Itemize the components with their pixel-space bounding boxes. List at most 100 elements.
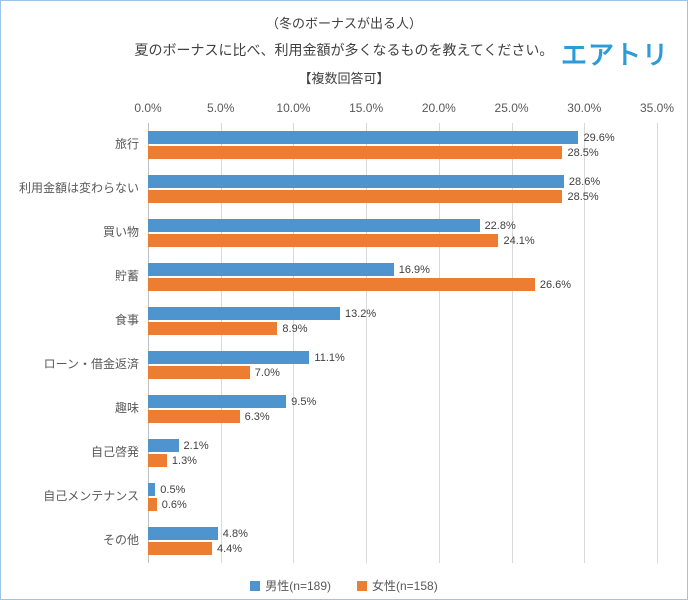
bar-line: 22.8% [148,218,657,233]
category-row: 自己メンテナンス 0.5% 0.6% [13,475,657,519]
bar-male [148,175,564,188]
gridline [657,123,658,563]
bar-group: 13.2% 8.9% [148,306,657,336]
category-label: 旅行 [114,137,139,152]
category-row: 利用金額は変わらない 28.6% 28.5% [13,167,657,211]
bar-value-label: 24.1% [503,234,535,247]
bar-female [148,366,250,379]
bar-male [148,263,394,276]
bar-rows: 旅行 29.6% 28.5% 利用金額は変わらない 28.6% 28.5% 買い物 22.8%… [13,123,657,563]
bar-line: 0.5% [148,482,657,497]
category-label: 自己メンテナンス [43,489,139,504]
bar-group: 11.1% 7.0% [148,350,657,380]
category-row: 旅行 29.6% 28.5% [13,123,657,167]
bar-female [148,410,240,423]
category-label: 買い物 [102,225,139,240]
bar-line: 11.1% [148,350,657,365]
plot-area: 旅行 29.6% 28.5% 利用金額は変わらない 28.6% 28.5% 買い物 22.8%… [13,123,658,563]
bar-male [148,219,480,232]
bar-male [148,439,179,452]
category-label: ローン・借金返済 [43,357,139,372]
category-label: 貯蓄 [114,269,139,284]
gridline [220,123,222,563]
bar-line: 2.1% [148,438,657,453]
bar-female [148,234,499,247]
x-tick-label: 15.0% [349,101,384,115]
x-tick-label: 35.0% [639,101,675,115]
bar-group: 16.9% 26.6% [148,262,657,292]
category-label: 自己啓発 [90,445,139,460]
bar-value-label: 28.5% [567,190,599,203]
legend: 男性(n=189) 女性(n=158) [1,577,687,594]
bar-group: 28.6% 28.5% [148,174,657,204]
bar-line: 13.2% [148,306,657,321]
bar-male [148,307,340,320]
bar-line: 6.3% [148,409,657,424]
bar-group: 22.8% 24.1% [148,218,657,248]
category-row: 自己啓発 2.1% 1.3% [13,431,657,475]
bar-value-label: 28.5% [567,146,599,159]
bar-line: 0.6% [148,497,657,512]
bar-line: 16.9% [148,262,657,277]
chart-title-line1: （冬のボーナスが出る人） [265,16,422,31]
bar-value-label: 1.3% [171,454,197,467]
chart-title-line3: 【複数回答可】 [298,71,390,86]
bar-value-label: 26.6% [539,278,572,291]
category-label: 食事 [114,313,139,328]
category-row: ローン・借金返済 11.1% 7.0% [13,343,657,387]
x-axis: 0.0% 5.0% 10.0% 15.0% 20.0% 25.0% 30.0% 35.0% [13,101,674,123]
bar-value-label: 2.1% [183,439,209,452]
category-row: 貯蓄 16.9% 26.6% [13,255,657,299]
gridlines-layer [148,123,658,563]
bar-chart: 0.0% 5.0% 10.0% 15.0% 20.0% 25.0% 30.0% 35.0% 旅… [13,101,674,563]
x-tick-label: 25.0% [494,101,529,115]
bar-line: 9.5% [148,394,657,409]
bar-male [148,395,287,408]
legend-swatch [357,580,367,591]
gridline [148,123,149,563]
x-tick-label: 0.0% [134,101,162,115]
bar-female [148,146,563,159]
bar-line: 8.9% [148,321,657,336]
bar-male [148,483,156,496]
bar-value-label: 7.0% [254,366,280,379]
airtrip-logo: エアトリ [560,40,669,70]
bar-male [148,351,310,364]
bar-line: 29.6% [148,130,657,145]
legend-item: 男性(n=189) [250,577,331,594]
bar-line: 4.8% [148,526,657,541]
category-row: その他 4.8% 4.4% [13,519,657,563]
gridline [293,123,295,563]
bar-female [148,278,535,291]
x-tick-label: 5.0% [207,101,235,115]
chart-header: （冬のボーナスが出る人） 夏のボーナスに比べ、利用金額が多くなるものを教えてくだ… [1,1,687,87]
bar-group: 2.1% 1.3% [148,438,657,468]
bar-line: 24.1% [148,233,657,248]
legend-label: 女性(n=158) [372,579,438,593]
x-tick-label: 20.0% [421,101,456,115]
bar-value-label: 6.3% [244,410,270,423]
bar-line: 28.5% [148,189,657,204]
bar-value-label: 22.8% [484,219,516,232]
bar-line: 28.5% [148,145,657,160]
bar-female [148,542,212,555]
bar-value-label: 29.6% [583,131,615,144]
category-row: 買い物 22.8% 24.1% [13,211,657,255]
bar-line: 26.6% [148,277,657,292]
gridline [584,123,586,563]
bar-male [148,527,218,540]
category-label: その他 [102,533,139,548]
bar-female [148,498,157,511]
legend-item: 女性(n=158) [357,577,438,594]
bar-value-label: 13.2% [344,307,377,320]
bar-value-label: 28.6% [568,175,601,188]
bar-line: 28.6% [148,174,657,189]
bar-line: 7.0% [148,365,657,380]
bar-female [148,454,167,467]
legend-swatch [250,580,261,591]
category-row: 趣味 9.5% 6.3% [13,387,657,431]
legend-label: 男性(n=189) [265,579,331,593]
gridline [438,123,440,563]
bar-value-label: 0.6% [161,498,187,511]
